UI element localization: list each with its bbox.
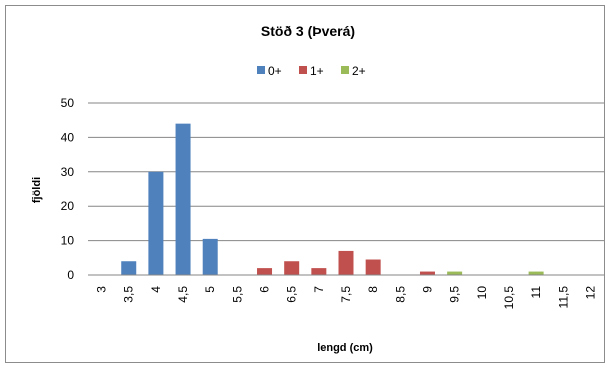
y-axis-title: fjöldi bbox=[31, 177, 43, 203]
x-tick-label-6: 6 bbox=[258, 286, 272, 293]
bar-1+-6 bbox=[257, 268, 273, 275]
x-tick-label-9,5: 9,5 bbox=[448, 286, 462, 303]
x-tick-label-11,5: 11,5 bbox=[556, 286, 570, 309]
x-axis-title: lengd (cm) bbox=[317, 342, 373, 354]
legend-label-0: 0+ bbox=[268, 64, 282, 78]
x-tick-label-6,5: 6,5 bbox=[285, 286, 299, 303]
x-tick-label-10: 10 bbox=[475, 286, 489, 300]
legend-swatch-0 bbox=[257, 66, 265, 74]
x-tick-label-10,5: 10,5 bbox=[502, 286, 516, 310]
x-tick-label-4: 4 bbox=[149, 286, 163, 293]
x-axis-ticks: 3 3,5 4 4,5 5 5,5 6 6,5 7 7,5 8 8,5 9 9,5 10 10,5 11 11,5… bbox=[95, 286, 598, 310]
x-tick-label-4,5: 4,5 bbox=[176, 286, 190, 303]
bar-2+-11 bbox=[528, 271, 544, 275]
bar-0+-5 bbox=[202, 238, 218, 275]
x-tick-label-8,5: 8,5 bbox=[393, 286, 407, 303]
x-tick-label-7: 7 bbox=[312, 286, 326, 293]
bar-1+-7 bbox=[311, 268, 327, 275]
x-tick-label-5: 5 bbox=[203, 286, 217, 293]
bar-1+-9 bbox=[419, 271, 435, 275]
legend-swatch-1 bbox=[299, 66, 307, 74]
bar-0+-4,5 bbox=[175, 123, 191, 275]
bar-1+-8 bbox=[365, 259, 381, 275]
y-tick-label-30: 30 bbox=[61, 165, 75, 179]
y-tick-label-20: 20 bbox=[61, 199, 75, 213]
bars bbox=[121, 123, 544, 275]
x-tick-label-3,5: 3,5 bbox=[122, 286, 136, 303]
x-tick-label-8: 8 bbox=[366, 286, 380, 293]
legend: 0+ 1+ 2+ bbox=[257, 64, 366, 78]
chart-title: Stöð 3 (Þverá) bbox=[261, 23, 355, 39]
x-tick-label-3: 3 bbox=[95, 286, 109, 293]
chart-frame bbox=[5, 5, 605, 363]
legend-label-2: 2+ bbox=[352, 64, 366, 78]
gridlines bbox=[88, 102, 604, 242]
legend-swatch-2 bbox=[341, 66, 349, 74]
x-tick-label-12: 12 bbox=[583, 286, 597, 300]
y-tick-label-50: 50 bbox=[61, 96, 75, 110]
y-tick-label-10: 10 bbox=[61, 234, 75, 248]
y-tick-label-40: 40 bbox=[61, 130, 75, 144]
x-tick-label-11: 11 bbox=[529, 286, 543, 299]
legend-label-1: 1+ bbox=[310, 64, 324, 78]
bar-2+-9,5 bbox=[447, 271, 463, 275]
bar-1+-7,5 bbox=[338, 250, 354, 275]
x-tick-label-5,5: 5,5 bbox=[230, 286, 244, 303]
x-tick-label-9: 9 bbox=[420, 286, 434, 293]
bar-0+-3,5 bbox=[121, 261, 137, 275]
x-tick-label-7,5: 7,5 bbox=[339, 286, 353, 303]
bar-0+-4 bbox=[148, 171, 164, 275]
y-axis-ticks: 0 10 20 30 40 50 bbox=[61, 96, 75, 282]
bar-1+-6,5 bbox=[284, 261, 300, 275]
y-tick-label-0: 0 bbox=[67, 268, 74, 282]
